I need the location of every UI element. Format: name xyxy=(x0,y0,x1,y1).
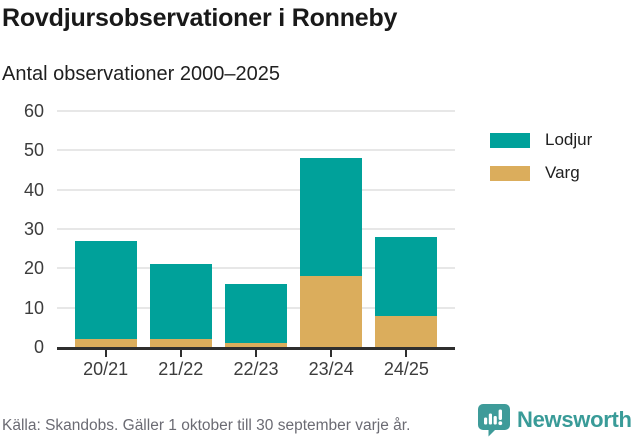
chart-subtitle: Antal observationer 2000–2025 xyxy=(2,63,280,85)
x-axis-tick-label: 24/25 xyxy=(383,359,429,379)
legend-label: Varg xyxy=(545,163,580,182)
legend-item-varg: Varg xyxy=(490,163,592,183)
gridline-y-30 xyxy=(57,228,455,230)
x-axis-tick-label: 22/23 xyxy=(233,359,279,379)
plot-area xyxy=(57,110,455,357)
x-axis-tick xyxy=(330,350,333,357)
bar-segment-lodjur-23-24 xyxy=(300,158,363,277)
bar-segment-lodjur-21-22 xyxy=(149,264,212,340)
x-axis-tick xyxy=(405,350,408,357)
legend-label: Lodjur xyxy=(545,130,593,149)
y-axis-tick-label: 30 xyxy=(23,219,44,239)
chart-legend: Lodjur Varg xyxy=(490,130,592,196)
newsworthy-wordmark: Newsworthy xyxy=(517,407,631,432)
gridline-y-60 xyxy=(57,110,455,112)
y-axis-tick-label: 50 xyxy=(23,140,44,161)
bar-segment-varg-22-23 xyxy=(225,343,287,347)
y-axis-tick-label: 20 xyxy=(23,258,44,279)
bar-segment-varg-21-22 xyxy=(149,339,212,347)
y-axis-labels: 0 10 20 30 40 50 60 xyxy=(0,101,44,357)
bar-segment-lodjur-24-25 xyxy=(375,236,438,316)
legend-swatch-lodjur xyxy=(490,132,530,148)
gridline-y-50 xyxy=(57,149,455,152)
legend-item-lodjur: Lodjur xyxy=(490,130,592,150)
bar-segment-varg-23-24 xyxy=(300,276,363,347)
y-axis-tick-label: 40 xyxy=(23,179,44,200)
source-note: Källa: Skandobs. Gäller 1 oktober till 3… xyxy=(2,417,411,434)
newsworthy-logo[interactable]: Newsworthy xyxy=(477,403,631,437)
bar-segment-lodjur-20-21 xyxy=(74,240,137,340)
x-axis-tick xyxy=(104,350,107,357)
newsworthy-badge-icon xyxy=(478,404,510,437)
bar-segment-varg-20-21 xyxy=(74,339,137,347)
bar-segment-varg-24-25 xyxy=(375,315,438,347)
bar-segment-lodjur-22-23 xyxy=(225,284,287,344)
y-axis-tick-label: 0 xyxy=(33,337,44,357)
x-axis-tick xyxy=(255,350,257,357)
x-axis-labels: 20/21 21/22 22/23 23/24 24/25 xyxy=(57,359,455,383)
y-axis-tick-label: 10 xyxy=(23,297,44,318)
gridline-y-40 xyxy=(57,188,455,191)
x-axis-tick-label: 23/24 xyxy=(308,359,354,379)
legend-swatch-varg xyxy=(490,165,530,181)
gridline-y-20 xyxy=(57,267,455,270)
y-axis-tick-label: 60 xyxy=(23,101,44,121)
page-title: Rovdjursobservationer i Ronneby xyxy=(2,4,398,32)
x-axis-tick-label: 20/21 xyxy=(83,359,129,379)
x-axis-tick xyxy=(179,350,182,357)
x-axis-tick-label: 21/22 xyxy=(158,359,204,379)
